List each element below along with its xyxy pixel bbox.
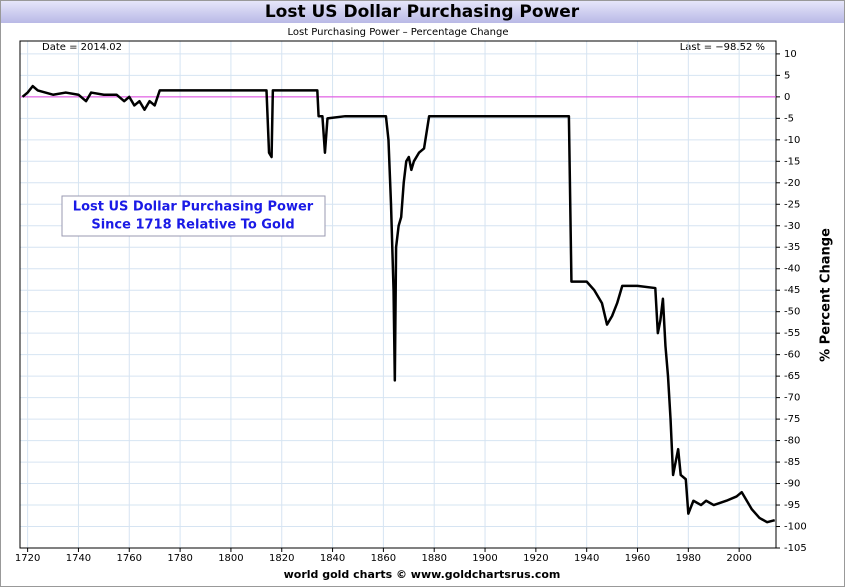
chart-subtitle: Lost Purchasing Power – Percentage Chang… bbox=[287, 27, 508, 38]
y-tick-label: -15 bbox=[784, 156, 800, 167]
y-tick-label: -5 bbox=[784, 113, 794, 124]
x-tick-label: 2000 bbox=[726, 553, 751, 564]
y-tick-label: -25 bbox=[784, 199, 800, 210]
x-tick-label: 1780 bbox=[167, 553, 192, 564]
x-tick-label: 1820 bbox=[269, 553, 294, 564]
x-tick-label: 1980 bbox=[676, 553, 701, 564]
y-tick-label: -35 bbox=[784, 242, 800, 253]
x-tick-label: 1840 bbox=[320, 553, 345, 564]
data-line bbox=[21, 84, 776, 524]
date-label: Date = 2014.02 bbox=[42, 42, 122, 53]
x-tick-label: 1760 bbox=[117, 553, 142, 564]
y-tick-label: 10 bbox=[784, 49, 797, 60]
y-tick-label: 0 bbox=[784, 92, 790, 103]
y-tick-label: -80 bbox=[784, 436, 800, 447]
y-axis-label: % Percent Change bbox=[819, 228, 834, 362]
title-bar bbox=[1, 1, 844, 23]
annotation-text: Lost US Dollar Purchasing Power bbox=[73, 200, 314, 215]
x-tick-label: 1800 bbox=[218, 553, 243, 564]
y-tick-label: -100 bbox=[784, 522, 807, 533]
x-tick-label: 1940 bbox=[574, 553, 599, 564]
y-tick-label: -45 bbox=[784, 285, 800, 296]
x-tick-label: 1740 bbox=[66, 553, 91, 564]
y-tick-label: -85 bbox=[784, 457, 800, 468]
y-tick-label: 5 bbox=[784, 70, 790, 81]
y-tick-label: -65 bbox=[784, 371, 800, 382]
x-tick-label: 1860 bbox=[371, 553, 396, 564]
y-tick-label: -60 bbox=[784, 350, 800, 361]
x-tick-label: 1880 bbox=[421, 553, 446, 564]
y-tick-label: -50 bbox=[784, 307, 800, 318]
last-label: Last = −98.52 % bbox=[680, 42, 765, 53]
y-tick-label: -40 bbox=[784, 264, 800, 275]
annotation-box bbox=[61, 195, 326, 237]
y-tick-label: -105 bbox=[784, 543, 807, 554]
y-tick-label: -75 bbox=[784, 414, 800, 425]
annotation-text: Since 1718 Relative To Gold bbox=[91, 218, 294, 233]
plot-frame bbox=[19, 40, 777, 549]
y-tick-label: -10 bbox=[784, 135, 800, 146]
x-tick-label: 1920 bbox=[523, 553, 548, 564]
x-tick-label: 1900 bbox=[472, 553, 497, 564]
chart-title: Lost US Dollar Purchasing Power bbox=[265, 2, 580, 22]
y-tick-label: -55 bbox=[784, 328, 800, 339]
y-tick-label: -20 bbox=[784, 178, 800, 189]
x-tick-label: 1720 bbox=[15, 553, 40, 564]
y-tick-label: -90 bbox=[784, 479, 800, 490]
y-tick-label: -30 bbox=[784, 221, 800, 232]
y-tick-label: -70 bbox=[784, 393, 800, 404]
footer: world gold charts © www.goldchartsrus.co… bbox=[284, 568, 561, 581]
x-tick-label: 1960 bbox=[625, 553, 650, 564]
y-tick-label: -95 bbox=[784, 500, 800, 511]
